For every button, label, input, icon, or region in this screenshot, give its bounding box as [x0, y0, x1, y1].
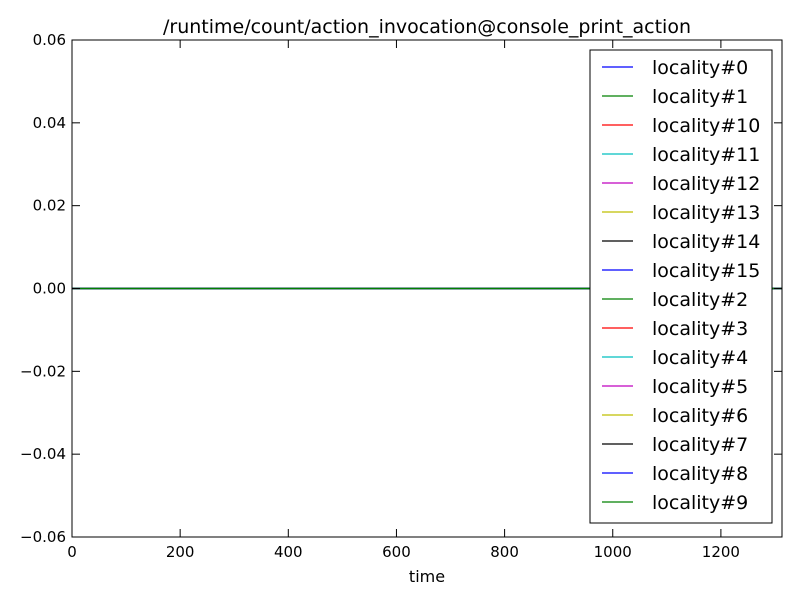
legend-label: locality#11 — [652, 144, 760, 166]
legend-label: locality#12 — [652, 173, 760, 195]
x-tick-label: 1200 — [702, 543, 740, 561]
legend-label: locality#1 — [652, 86, 748, 108]
y-tick-label: 0.02 — [33, 197, 66, 215]
x-tick-label: 0 — [67, 543, 77, 561]
legend-label: locality#6 — [652, 405, 748, 427]
legend-label: locality#8 — [652, 463, 748, 485]
legend-label: locality#13 — [652, 202, 760, 224]
y-tick-label: 0.04 — [33, 114, 66, 132]
legend: locality#0 locality#1 locality#10 locality#… — [589, 49, 773, 524]
legend-label: locality#9 — [652, 492, 748, 514]
y-tick-label: 0.00 — [33, 280, 66, 298]
y-tick-label: −0.02 — [20, 362, 66, 380]
x-tick-label: 800 — [490, 543, 519, 561]
x-tick-label: 1000 — [594, 543, 632, 561]
legend-label: locality#0 — [652, 57, 748, 79]
x-axis-title: time — [409, 567, 445, 586]
legend-label: locality#15 — [652, 260, 760, 282]
y-tick-label: −0.04 — [20, 445, 66, 463]
x-tick-label: 200 — [166, 543, 195, 561]
y-tick-label: 0.06 — [33, 31, 66, 49]
legend-label: locality#14 — [652, 231, 760, 253]
ticks-layer: 0 200 400 600 800 1000 1200 0.06 0.04 0.02 0.00 −0.… — [20, 31, 782, 561]
x-tick-label: 600 — [382, 543, 411, 561]
x-tick-label: 400 — [274, 543, 303, 561]
legend-label: locality#3 — [652, 318, 748, 340]
legend-label: locality#7 — [652, 434, 748, 456]
legend-label: locality#10 — [652, 115, 760, 137]
y-tick-label: −0.06 — [20, 528, 66, 546]
legend-label: locality#4 — [652, 347, 748, 369]
legend-label: locality#5 — [652, 376, 748, 398]
legend-label: locality#2 — [652, 289, 748, 311]
chart-title: /runtime/count/action_invocation@console… — [163, 16, 691, 38]
